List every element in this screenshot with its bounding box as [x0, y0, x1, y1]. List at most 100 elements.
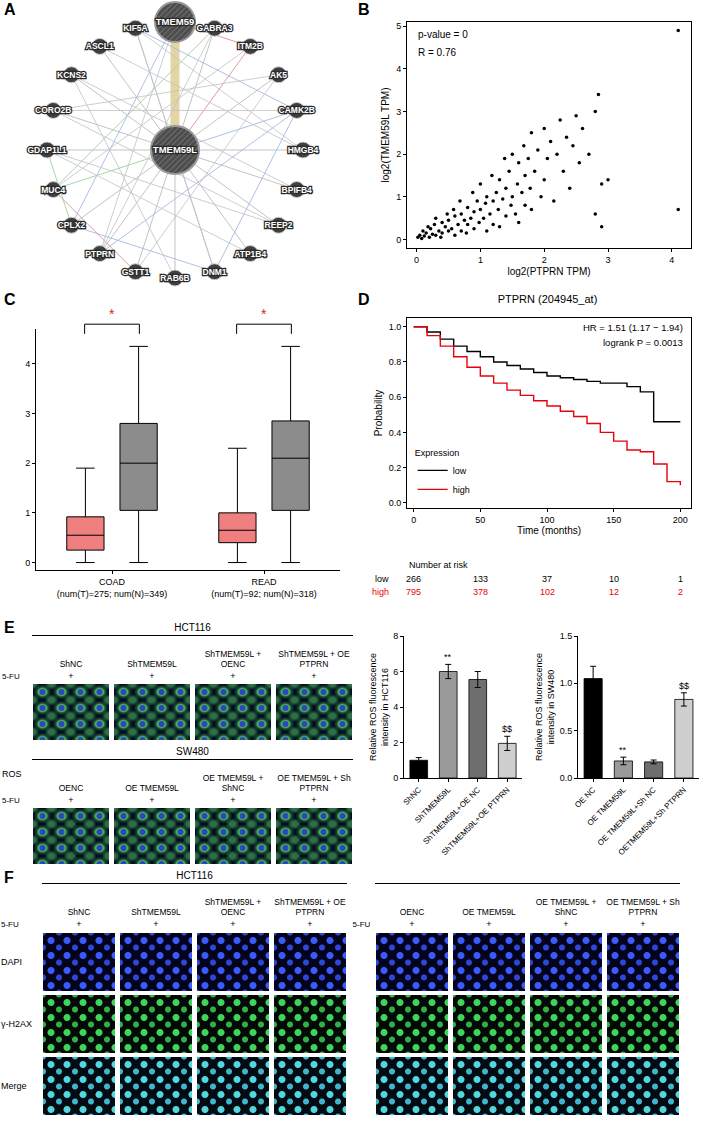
svg-text:OE TMEM59L+Sh NC: OE TMEM59L+Sh NC	[596, 785, 658, 847]
svg-text:1: 1	[678, 574, 683, 584]
svg-text:low: low	[453, 466, 467, 476]
svg-text:*: *	[261, 306, 267, 322]
svg-text:p-value = 0: p-value = 0	[418, 29, 468, 40]
svg-text:2: 2	[542, 255, 547, 265]
svg-text:Expression: Expression	[415, 448, 460, 458]
svg-text:log2(PTPRN TPM): log2(PTPRN TPM)	[507, 266, 590, 277]
svg-text:ITM2B: ITM2B	[237, 41, 263, 51]
svg-text:2: 2	[25, 458, 30, 468]
svg-text:0.0: 0.0	[560, 773, 573, 783]
svg-text:100: 100	[539, 515, 554, 525]
svg-text:COAD(num(T)=275; num(N)=349): COAD(num(T)=275; num(N)=349)	[57, 577, 168, 599]
svg-text:$$: $$	[679, 681, 689, 691]
svg-text:Number at risk: Number at risk	[409, 560, 468, 570]
svg-text:0.2: 0.2	[389, 463, 402, 473]
svg-text:CAMK2B: CAMK2B	[279, 105, 315, 115]
svg-text:1: 1	[396, 192, 401, 202]
svg-text:12: 12	[609, 587, 619, 597]
svg-text:3: 3	[396, 107, 401, 117]
svg-text:high: high	[453, 485, 470, 495]
svg-text:TMEM59: TMEM59	[156, 16, 195, 27]
svg-text:795: 795	[406, 587, 421, 597]
svg-text:6: 6	[393, 667, 398, 677]
svg-text:0: 0	[411, 515, 416, 525]
svg-text:ShTMEM59L+OE PTPRN: ShTMEM59L+OE PTPRN	[440, 785, 512, 857]
svg-text:GSTT1: GSTT1	[122, 267, 150, 277]
svg-text:logrank P = 0.0013: logrank P = 0.0013	[603, 337, 683, 348]
svg-text:HMGB4: HMGB4	[288, 145, 319, 155]
svg-text:2: 2	[393, 738, 398, 748]
svg-text:102: 102	[540, 587, 555, 597]
svg-text:0.8: 0.8	[389, 357, 402, 367]
svg-text:0: 0	[396, 235, 401, 245]
svg-text:ShTMEM59L: ShTMEM59L	[413, 785, 453, 825]
svg-text:2: 2	[678, 587, 683, 597]
svg-text:CPLX2: CPLX2	[58, 220, 86, 230]
svg-text:**: **	[619, 745, 627, 755]
svg-text:REEP2: REEP2	[265, 220, 293, 230]
svg-text:0: 0	[25, 558, 30, 568]
svg-text:200: 200	[673, 515, 688, 525]
svg-text:$$: $$	[502, 724, 512, 734]
svg-text:Relative ROS fluorescenceinten: Relative ROS fluorescenceintensity in HC…	[368, 653, 390, 761]
svg-text:low: low	[375, 574, 389, 584]
svg-text:BPIFB4: BPIFB4	[282, 185, 313, 195]
svg-text:4: 4	[25, 359, 30, 369]
svg-text:8: 8	[393, 631, 398, 641]
svg-text:ShTMEM59L+OE NC: ShTMEM59L+OE NC	[421, 785, 482, 846]
svg-text:0.0: 0.0	[389, 498, 402, 508]
svg-text:DNM1: DNM1	[203, 267, 227, 277]
svg-text:GDAP1L1: GDAP1L1	[27, 145, 66, 155]
svg-text:PTPRN (204945_at): PTPRN (204945_at)	[498, 293, 598, 305]
svg-text:37: 37	[542, 574, 552, 584]
svg-text:OE NC: OE NC	[573, 785, 597, 809]
svg-text:CORO2B: CORO2B	[35, 105, 71, 115]
svg-text:266: 266	[406, 574, 421, 584]
svg-text:KCNS2: KCNS2	[57, 70, 86, 80]
svg-text:133: 133	[473, 574, 488, 584]
svg-text:KIF5A: KIF5A	[123, 23, 148, 33]
svg-text:OE TMEM59L: OE TMEM59L	[586, 785, 628, 827]
svg-text:READ(num(T)=92; num(N)=318): READ(num(T)=92; num(N)=318)	[211, 577, 317, 599]
svg-text:TMEM59L: TMEM59L	[153, 144, 198, 155]
svg-text:378: 378	[473, 587, 488, 597]
svg-text:GABRA3: GABRA3	[197, 23, 233, 33]
svg-text:HR = 1.51 (1.17 − 1.94): HR = 1.51 (1.17 − 1.94)	[583, 322, 683, 333]
svg-text:1.5: 1.5	[560, 631, 573, 641]
svg-text:log2(TMEM59L TPM): log2(TMEM59L TPM)	[380, 87, 391, 182]
svg-text:ShNC: ShNC	[402, 785, 424, 807]
svg-text:Relative ROS fluorescenceinten: Relative ROS fluorescenceintensity in SW…	[534, 653, 556, 761]
svg-text:0: 0	[414, 255, 419, 265]
svg-text:Time (months): Time (months)	[517, 525, 581, 536]
svg-text:0.4: 0.4	[389, 428, 402, 438]
svg-text:1.0: 1.0	[560, 678, 573, 688]
svg-text:2: 2	[396, 149, 401, 159]
svg-text:10: 10	[609, 574, 619, 584]
svg-text:high: high	[372, 587, 389, 597]
svg-text:4: 4	[396, 64, 401, 74]
svg-text:ATP1B4: ATP1B4	[234, 249, 266, 259]
svg-text:ASCL1: ASCL1	[86, 41, 114, 51]
svg-text:MUC4: MUC4	[41, 185, 65, 195]
svg-text:0: 0	[393, 773, 398, 783]
svg-text:PTPRN: PTPRN	[85, 249, 114, 259]
svg-text:4: 4	[393, 702, 398, 712]
svg-text:**: **	[444, 652, 452, 662]
svg-text:1: 1	[25, 508, 30, 518]
svg-text:*: *	[109, 306, 115, 322]
svg-text:3: 3	[25, 409, 30, 419]
svg-text:4: 4	[669, 255, 674, 265]
svg-text:RAB6B: RAB6B	[160, 273, 189, 283]
svg-text:3: 3	[606, 255, 611, 265]
svg-text:50: 50	[475, 515, 485, 525]
svg-text:1.0: 1.0	[389, 322, 402, 332]
svg-text:AK5: AK5	[270, 70, 287, 80]
svg-text:OETMEM59L+Sh PTPRN: OETMEM59L+Sh PTPRN	[617, 785, 689, 857]
svg-text:150: 150	[606, 515, 621, 525]
svg-text:1: 1	[478, 255, 483, 265]
svg-text:5: 5	[396, 21, 401, 31]
svg-text:R = 0.76: R = 0.76	[418, 47, 457, 58]
svg-text:0.6: 0.6	[389, 392, 402, 402]
svg-text:Probability: Probability	[373, 390, 384, 437]
svg-text:0.5: 0.5	[560, 726, 573, 736]
